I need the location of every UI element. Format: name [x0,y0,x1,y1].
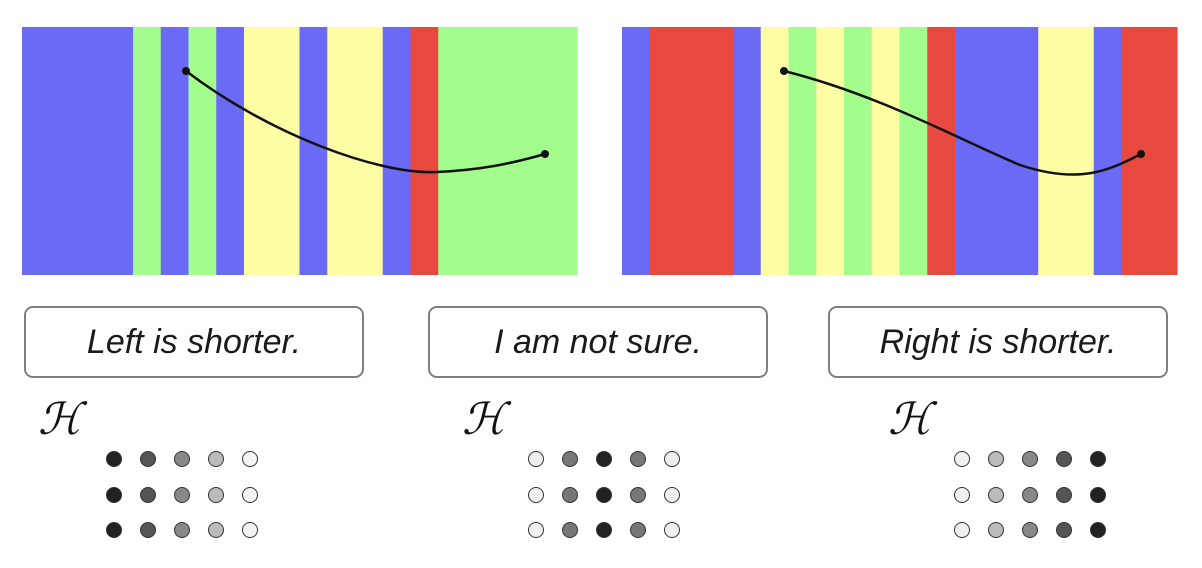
right-stripe [788,27,817,275]
hypothesis-symbol-right: ℋ [888,394,932,445]
left-path-start-point [182,67,190,75]
left-stripe [22,27,51,275]
right-stripe [1121,27,1150,275]
right-stripe [1066,27,1095,275]
dot [954,522,970,538]
dot [242,522,258,538]
dot [140,522,156,538]
dot [1090,451,1106,467]
dot [528,522,544,538]
left-stripe [382,27,412,275]
left-path-curve [185,70,546,174]
dot [664,451,680,467]
right-stripe [955,27,984,275]
dot [988,522,1004,538]
left-stripe [549,27,578,275]
right-stripe [1149,27,1178,275]
dot [954,487,970,503]
dot [1022,522,1038,538]
panels-svg [22,27,1178,275]
left-stripe [493,27,523,275]
right-stripe [927,27,956,275]
right-path-curve [783,69,1142,176]
dot [630,451,646,467]
dot [174,487,190,503]
dot [528,487,544,503]
right-stripe [1010,27,1039,275]
left-stripe [438,27,467,275]
right-stripe [1038,27,1067,275]
dot [140,451,156,467]
left-stripe [410,27,439,275]
right-stripe [816,27,845,275]
dot-grid-right [954,451,1106,538]
right-stripe [677,27,706,275]
left-is-shorter-button[interactable]: Left is shorter. [24,306,364,378]
dot [1090,522,1106,538]
dot [528,451,544,467]
dot [1090,487,1106,503]
right-stripe [871,27,901,275]
left-stripe [244,27,273,275]
not-sure-button[interactable]: I am not sure. [428,306,768,378]
dot [1056,487,1072,503]
hypothesis-symbol-left: ℋ [38,394,82,445]
dot [630,487,646,503]
dot [242,451,258,467]
dot [988,451,1004,467]
dot [596,487,612,503]
right-stripe [899,27,928,275]
right-is-shorter-button[interactable]: Right is shorter. [828,306,1168,378]
right-stripe-panel [622,27,1178,275]
dot [1022,451,1038,467]
dot [208,522,224,538]
dot [630,522,646,538]
dot [174,451,190,467]
dot [954,451,970,467]
dot [596,451,612,467]
left-stripe [133,27,162,275]
dot-grid-unsure [528,451,680,538]
dot [562,451,578,467]
right-path-end-point [1137,150,1145,158]
left-stripe [77,27,106,275]
left-stripe [271,27,301,275]
left-stripe [105,27,134,275]
dot [596,522,612,538]
left-stripe [299,27,328,275]
left-stripe [188,27,217,275]
dot [174,522,190,538]
dot [1022,487,1038,503]
left-stripe [216,27,245,275]
left-path-end-point [541,150,549,158]
left-stripe [355,27,384,275]
left-stripe [49,27,79,275]
dot [106,522,122,538]
right-stripe [844,27,873,275]
dot [562,522,578,538]
right-stripe [1093,27,1123,275]
dot [562,487,578,503]
left-stripe-panel [22,27,578,275]
dot [1056,522,1072,538]
dot [106,487,122,503]
dot [664,487,680,503]
hypothesis-symbol-unsure: ℋ [462,394,506,445]
dot [988,487,1004,503]
dot [242,487,258,503]
right-path-start-point [780,67,788,75]
dot-grid-left [106,451,258,538]
dot [1056,451,1072,467]
right-stripe [705,27,734,275]
dot [208,487,224,503]
dot [208,451,224,467]
left-stripe [466,27,495,275]
right-stripe [622,27,651,275]
dot [664,522,680,538]
dot [140,487,156,503]
dot [106,451,122,467]
right-stripe [649,27,679,275]
right-stripe [733,27,762,275]
